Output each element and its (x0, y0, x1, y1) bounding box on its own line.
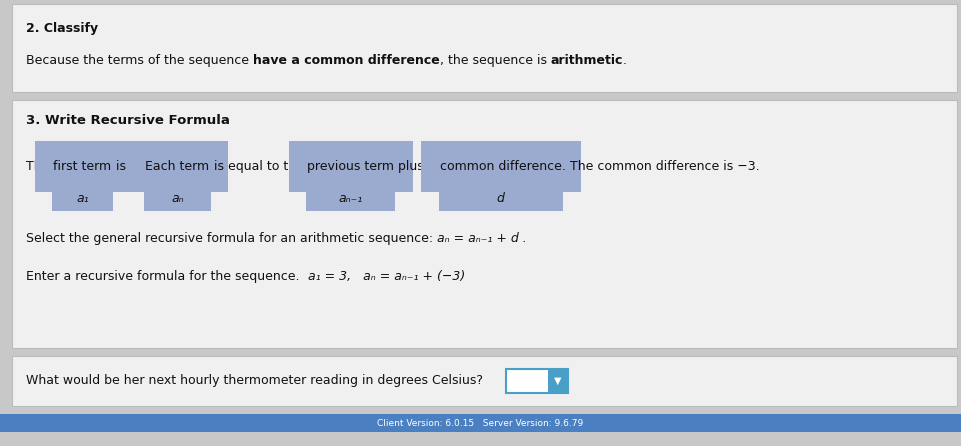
Text: What would be her next hourly thermometer reading in degrees Celsius?: What would be her next hourly thermomete… (26, 374, 483, 387)
Text: first term: first term (54, 160, 111, 173)
Text: aₙ: aₙ (171, 193, 184, 206)
FancyBboxPatch shape (307, 187, 395, 211)
Text: plus a: plus a (394, 160, 440, 173)
FancyBboxPatch shape (506, 369, 568, 393)
Text: have a common difference: have a common difference (253, 54, 440, 67)
Text: Enter a recursive formula for the sequence.: Enter a recursive formula for the sequen… (26, 270, 308, 283)
Text: . The common difference is −3.: . The common difference is −3. (562, 160, 759, 173)
FancyBboxPatch shape (548, 369, 568, 393)
Text: common difference: common difference (440, 160, 562, 173)
Text: 3. Write Recursive Formula: 3. Write Recursive Formula (26, 114, 230, 127)
FancyBboxPatch shape (53, 187, 112, 211)
Text: Each term: Each term (145, 160, 209, 173)
FancyBboxPatch shape (439, 187, 563, 211)
Text: .: . (623, 54, 628, 67)
Text: Select the general recursive formula for an arithmetic sequence:: Select the general recursive formula for… (26, 232, 437, 245)
Text: arithmetic: arithmetic (551, 54, 623, 67)
Text: is equal to the: is equal to the (209, 160, 308, 173)
Text: The: The (26, 160, 54, 173)
Text: , the sequence is: , the sequence is (440, 54, 551, 67)
Text: aₙ₋₁: aₙ₋₁ (338, 193, 363, 206)
Text: a₁: a₁ (76, 193, 88, 206)
Text: Enter a recursive formula for the sequence.: Enter a recursive formula for the sequen… (26, 270, 308, 283)
Text: is 3.: is 3. (111, 160, 145, 173)
Text: a₁ = 3,   aₙ = aₙ₋₁ + (−3): a₁ = 3, aₙ = aₙ₋₁ + (−3) (308, 270, 465, 283)
Text: ▼: ▼ (554, 376, 562, 386)
FancyBboxPatch shape (144, 187, 210, 211)
Text: aₙ = aₙ₋₁ + d .: aₙ = aₙ₋₁ + d . (437, 232, 527, 245)
Text: Select the general recursive formula for an arithmetic sequence:: Select the general recursive formula for… (26, 232, 437, 245)
Text: d: d (497, 193, 505, 206)
Text: Because the terms of the sequence: Because the terms of the sequence (26, 54, 253, 67)
Text: previous term: previous term (308, 160, 394, 173)
Text: Client Version: 6.0.15   Server Version: 9.6.79: Client Version: 6.0.15 Server Version: 9… (378, 418, 583, 428)
Text: 2. Classify: 2. Classify (26, 22, 98, 35)
